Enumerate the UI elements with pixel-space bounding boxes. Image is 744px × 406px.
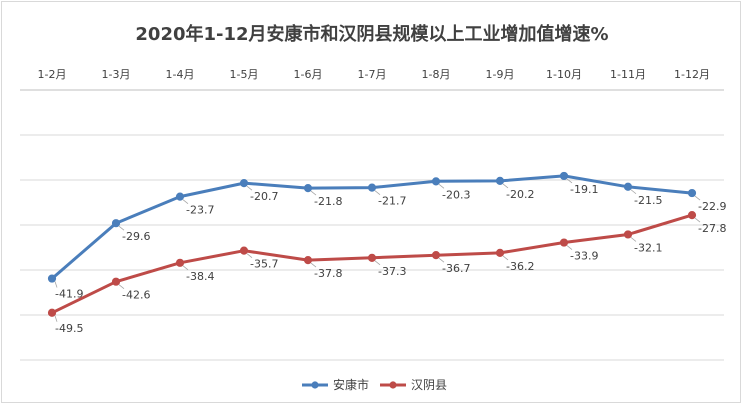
data-point — [367, 183, 377, 192]
label-leader — [374, 260, 381, 266]
data-label: -23.7 — [186, 204, 214, 217]
label-leader — [182, 265, 189, 271]
chart-title: 2020年1-12月安康市和汉阴县规模以上工业增加值增速% — [135, 24, 609, 45]
data-point — [175, 192, 185, 201]
x-tick-label: 1-2月 — [38, 68, 67, 81]
data-point — [687, 188, 697, 198]
x-tick-label: 1-12月 — [674, 68, 710, 81]
legend-marker — [389, 381, 397, 389]
x-tick-label: 1-8月 — [422, 68, 451, 81]
data-label: -22.9 — [698, 200, 726, 213]
data-point — [303, 256, 313, 265]
x-tick-label: 1-4月 — [166, 68, 195, 81]
data-point — [239, 179, 249, 188]
data-point — [559, 171, 569, 181]
label-leader — [630, 189, 637, 195]
label-leader — [694, 195, 701, 201]
data-label: -41.9 — [55, 288, 83, 301]
data-label: -32.1 — [634, 241, 662, 254]
label-leader — [566, 245, 573, 250]
series-lines — [47, 171, 697, 317]
label-leader — [54, 281, 58, 288]
x-tick-label: 1-10月 — [546, 68, 582, 81]
data-point — [559, 238, 569, 247]
data-label: -29.6 — [122, 230, 150, 243]
label-leader — [310, 262, 317, 268]
data-label: -36.7 — [442, 262, 470, 275]
x-tick-label: 1-9月 — [486, 68, 515, 81]
data-label: -33.9 — [570, 250, 598, 263]
label-leader — [374, 190, 381, 195]
data-label: -21.8 — [314, 195, 342, 208]
label-leader — [246, 253, 253, 258]
data-point — [47, 308, 57, 317]
data-label: -49.5 — [55, 322, 83, 335]
data-label: -35.7 — [250, 258, 278, 271]
gridlines — [20, 89, 724, 361]
label-leader — [502, 255, 509, 261]
data-label: -20.3 — [442, 188, 470, 201]
data-label: -36.2 — [506, 260, 534, 273]
data-point — [367, 253, 377, 262]
data-label: -38.4 — [186, 270, 214, 283]
label-leader — [118, 225, 125, 231]
legend-label: 安康市 — [333, 377, 369, 392]
data-point — [623, 230, 633, 239]
label-leader — [630, 237, 637, 242]
label-leader — [438, 257, 445, 263]
data-labels: -41.9 -29.6 -23.7 -20.7 -21.8 -21.7 -20.3 -20.2… — [54, 178, 726, 335]
label-leader — [502, 183, 509, 189]
data-label: -37.3 — [378, 265, 406, 278]
x-axis-labels: 1-2月 1-3月 1-4月 1-5月 1-6月 1-7月 1-8月 1-9月 1-10月 1-1… — [38, 68, 710, 81]
data-point — [175, 258, 185, 267]
legend: 安康市 汉阴县 — [302, 377, 447, 392]
label-leader — [694, 217, 701, 223]
data-point — [495, 176, 505, 185]
data-point — [431, 177, 441, 186]
label-leader — [438, 184, 445, 189]
data-label: -27.8 — [698, 222, 726, 235]
x-tick-label: 1-6月 — [294, 68, 323, 81]
legend-label: 汉阴县 — [411, 378, 447, 392]
label-leader — [310, 190, 317, 196]
data-point — [111, 277, 121, 286]
x-tick-label: 1-11月 — [610, 68, 646, 81]
data-label: -20.2 — [506, 188, 534, 201]
data-point — [495, 248, 505, 257]
data-point — [687, 211, 697, 220]
label-leader — [118, 284, 125, 290]
data-point — [623, 182, 633, 191]
data-point — [47, 274, 57, 283]
x-tick-label: 1-5月 — [230, 68, 259, 81]
data-label: -42.6 — [122, 289, 150, 302]
data-point — [303, 184, 313, 193]
data-point — [431, 251, 441, 260]
data-label: -21.5 — [634, 194, 662, 207]
data-point — [239, 246, 249, 255]
x-tick-label: 1-7月 — [358, 68, 387, 81]
data-label: -37.8 — [314, 267, 342, 280]
label-leader — [54, 315, 58, 322]
data-label: -21.7 — [378, 195, 406, 208]
label-leader — [566, 178, 573, 184]
data-label: -19.1 — [570, 183, 598, 196]
label-leader — [246, 185, 253, 191]
label-leader — [182, 199, 189, 204]
data-point — [111, 219, 121, 228]
x-tick-label: 1-3月 — [102, 68, 131, 81]
legend-marker — [311, 381, 319, 389]
data-label: -20.7 — [250, 190, 278, 203]
